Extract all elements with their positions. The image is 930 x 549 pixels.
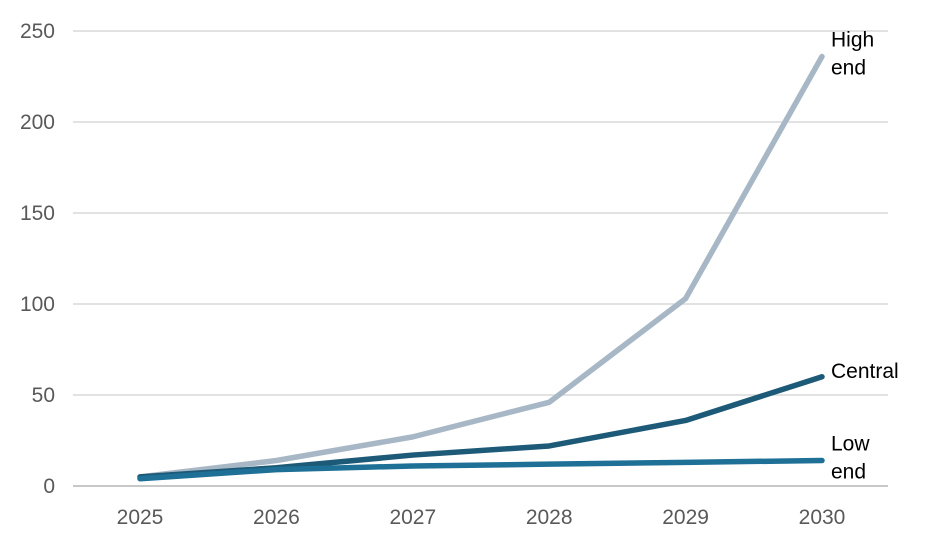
y-tick-label: 200 bbox=[20, 111, 55, 134]
series-label-high-end: High bbox=[831, 28, 874, 51]
x-tick-label: 2025 bbox=[117, 506, 164, 529]
y-tick-label: 150 bbox=[20, 202, 55, 225]
x-tick-label: 2026 bbox=[253, 506, 300, 529]
y-tick-label: 0 bbox=[43, 475, 55, 498]
series-label-low-end: Low bbox=[831, 433, 870, 456]
x-tick-label: 2029 bbox=[662, 506, 709, 529]
y-tick-label: 250 bbox=[20, 20, 55, 43]
x-tick-label: 2028 bbox=[526, 506, 573, 529]
series-line-low-end bbox=[137, 457, 825, 482]
x-tick-label: 2027 bbox=[389, 506, 436, 529]
x-tick-label: 2030 bbox=[799, 506, 846, 529]
series-line-high-end bbox=[137, 53, 825, 480]
y-tick-label: 50 bbox=[32, 384, 55, 407]
series-label-high-end: end bbox=[831, 56, 866, 79]
series-label-low-end: end bbox=[831, 461, 866, 484]
y-tick-label: 100 bbox=[20, 293, 55, 316]
series-label-central: Central bbox=[831, 360, 899, 383]
